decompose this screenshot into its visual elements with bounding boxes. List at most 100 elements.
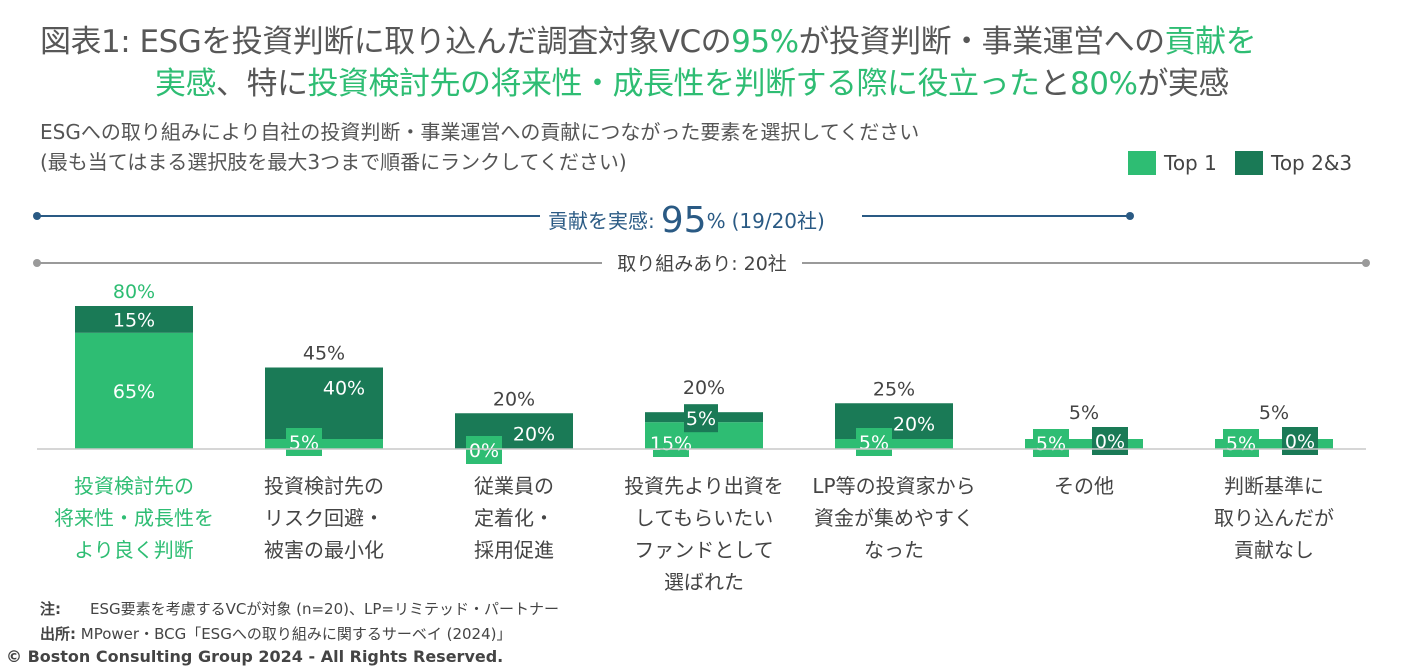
category-label-3-line-3: 採用促進 xyxy=(474,538,554,562)
respondents-dot-left xyxy=(33,259,41,267)
category-label-3-line-2: 定着化・ xyxy=(474,506,554,530)
data-label-top23-6: 0% xyxy=(1095,431,1125,453)
title-line-2: 実感、特に投資検討先の将来性・成長性を判断する際に役立ったと80%が実感 xyxy=(155,58,1229,103)
data-label-box-top23-7 xyxy=(1282,427,1318,455)
legend-top23: Top 2&3 xyxy=(1235,150,1352,176)
source-label: 出所: xyxy=(40,625,76,643)
title-line-1: 図表1: ESGを投資判断に取り込んだ調査対象VCの95%が投資判断・事業運営へ… xyxy=(40,16,1257,61)
source-text: MPower・BCG「ESGへの取り組みに関するサーベイ (2024)」 xyxy=(80,625,512,643)
category-labels: 投資検討先の将来性・成長性をより良く判断投資検討先のリスク回避・被害の最小化従業… xyxy=(54,474,1334,594)
data-label-top1-2: 5% xyxy=(289,432,319,454)
title-text: が実感 xyxy=(1137,66,1229,102)
data-label-box-top1-2 xyxy=(286,428,322,456)
category-label-5-line-2: 資金が集めやすく xyxy=(814,506,974,530)
data-label-top23-3: 20% xyxy=(513,423,555,445)
total-label-5: 25% xyxy=(873,378,915,400)
data-label-top1-5: 5% xyxy=(859,432,889,454)
bars-group: 65%15%80%5%40%45%0%20%20%15%5%20%5%20%25… xyxy=(75,281,1333,464)
data-label-box-top23-4 xyxy=(684,404,718,433)
bar-top23-1 xyxy=(75,306,193,333)
data-label-top23-7: 0% xyxy=(1285,431,1315,453)
note-label: 注: xyxy=(40,600,61,618)
category-label-1-line-2: 将来性・成長性を xyxy=(54,506,214,530)
data-label-box-top23-6 xyxy=(1092,427,1128,455)
data-label-top23-4: 5% xyxy=(686,408,716,430)
title-text: 、特に xyxy=(216,66,308,102)
bar-top1-7 xyxy=(1215,439,1333,449)
total-label-2: 45% xyxy=(303,343,345,365)
data-label-box-top1-6 xyxy=(1033,429,1069,457)
data-label-box-top1-7 xyxy=(1223,429,1259,457)
question-line-2: (最も当てはまる選択肢を最大3つまで順番にランクしてください) xyxy=(40,150,627,174)
legend-label-top1: Top 1 xyxy=(1164,151,1217,175)
title-highlight: 80% xyxy=(1070,66,1138,102)
data-label-top23-2: 40% xyxy=(323,378,365,400)
category-label-4-line-2: してもらいたい xyxy=(635,506,773,530)
note-line: 注: ESG要素を考慮するVCが対象 (n=20)、LP=リミテッド・パートナー xyxy=(40,598,559,619)
data-label-top1-6: 5% xyxy=(1036,433,1066,455)
category-label-7-line-1: 判断基準に xyxy=(1224,474,1324,498)
contribution-label-text: 貢献を実感: xyxy=(548,209,655,233)
category-label-3-line-1: 従業員の xyxy=(474,474,554,498)
category-label-4-line-3: ファンドとして xyxy=(634,538,773,562)
category-label-2-line-1: 投資検討先の xyxy=(264,474,384,498)
total-label-6: 5% xyxy=(1069,402,1099,424)
category-label-2-line-3: 被害の最小化 xyxy=(264,538,384,562)
category-label-5-line-1: LP等の投資家から xyxy=(812,474,975,498)
title-highlight: 実感 xyxy=(155,66,217,102)
bar-top1-6 xyxy=(1025,439,1143,449)
question-line-1: ESGへの取り組みにより自社の投資判断・事業運営への貢献につながった要素を選択し… xyxy=(40,120,920,144)
data-label-top1-3: 0% xyxy=(469,440,499,462)
contribution-detail: (19/20社) xyxy=(732,209,825,233)
total-label-3: 20% xyxy=(493,388,535,410)
bracket-contribution-label: 貢献を実感: 95% (19/20社) xyxy=(548,200,825,241)
title-text: と xyxy=(1039,66,1071,102)
data-label-box-top1-4 xyxy=(653,429,689,457)
contribution-pct-unit: % xyxy=(707,209,726,233)
category-label-7-line-3: 貢献なし xyxy=(1234,538,1314,562)
category-label-4-line-4: 選ばれた xyxy=(664,570,744,594)
bar-top1-5 xyxy=(835,439,953,449)
legend-top1: Top 1 xyxy=(1128,150,1217,176)
data-label-box-top1-5 xyxy=(856,428,892,456)
category-label-6-line-1: その他 xyxy=(1054,474,1114,498)
title-text: 図表1: ESGを投資判断に取り込んだ調査対象VCの xyxy=(40,24,732,60)
bracket-dot-right xyxy=(1126,212,1134,220)
category-label-4-line-1: 投資先より出資を xyxy=(624,474,784,498)
data-label-top23-5: 20% xyxy=(893,413,935,435)
note-text: ESG要素を考慮するVCが対象 (n=20)、LP=リミテッド・パートナー xyxy=(90,600,559,618)
source-line: 出所: MPower・BCG「ESGへの取り組みに関するサーベイ (2024)」 xyxy=(40,623,511,644)
respondents-dot-right xyxy=(1362,259,1370,267)
bracket-dot-left xyxy=(33,212,41,220)
title-highlight: 95% xyxy=(731,24,799,60)
copyright: © Boston Consulting Group 2024 - All Rig… xyxy=(6,647,504,666)
category-label-1-line-3: より良く判断 xyxy=(74,538,194,562)
bar-top1-1 xyxy=(75,332,193,449)
title-highlight: 貢献を xyxy=(1164,24,1257,60)
contribution-bracket: 貢献を実感: 95% (19/20社) xyxy=(33,200,1134,241)
legend-swatch-top1 xyxy=(1128,151,1156,175)
contribution-pct: 95 xyxy=(661,200,707,241)
data-label-top1-4: 15% xyxy=(650,433,692,455)
data-label-box-top1-3 xyxy=(466,436,502,464)
bar-top23-2 xyxy=(265,367,383,439)
category-label-1-line-1: 投資検討先の xyxy=(74,474,194,498)
category-label-7-line-2: 取り込んだが xyxy=(1214,506,1334,530)
category-label-5-line-3: なった xyxy=(864,538,924,562)
total-label-7: 5% xyxy=(1259,402,1289,424)
title-highlight: 投資検討先の将来性・成長性を判断する際に役立った xyxy=(307,66,1041,102)
category-label-2-line-2: リスク回避・ xyxy=(264,506,384,530)
data-label-top23-1: 15% xyxy=(113,309,155,331)
respondents-label: 取り組みあり: 20社 xyxy=(617,253,787,275)
bar-top23-5 xyxy=(835,403,953,439)
total-label-1: 80% xyxy=(113,281,155,303)
respondents-bracket: 取り組みあり: 20社 xyxy=(33,253,1370,275)
title-text: が投資判断・事業運営への xyxy=(798,24,1166,60)
legend-label-top23: Top 2&3 xyxy=(1271,151,1353,175)
total-label-4: 20% xyxy=(683,377,725,399)
legend-swatch-top23 xyxy=(1235,151,1263,175)
data-label-top1-1: 65% xyxy=(113,381,155,403)
bar-top1-2 xyxy=(265,439,383,449)
data-label-top1-7: 5% xyxy=(1226,433,1256,455)
